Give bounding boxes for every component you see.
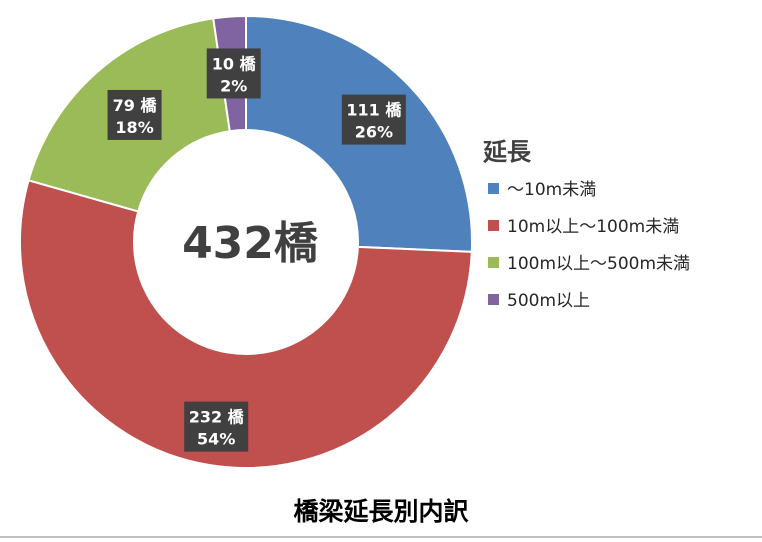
legend: 延長 ～10m未満 10m以上～100m未満 100m以上～500m未満 500m以上 <box>482 138 690 311</box>
data-label-percent: 2% <box>220 76 247 95</box>
data-label-3: 79 橋 18% <box>107 89 162 140</box>
legend-label-2: 10m以上～100m未満 <box>507 217 679 237</box>
data-label-percent: 18% <box>115 118 153 137</box>
chart-title: 橋梁延長別内訳 <box>293 497 469 526</box>
data-label-count: 79 橋 <box>113 96 158 115</box>
data-label-1: 111 橋 26% <box>341 94 406 145</box>
data-label-box <box>184 401 249 452</box>
data-labels: 111 橋 26% 232 橋 54% 79 橋 18% 10 橋 2% <box>107 48 406 452</box>
legend-label-4: 500m以上 <box>507 291 590 311</box>
legend-label-3: 100m以上～500m未満 <box>507 254 690 274</box>
data-label-percent: 54% <box>197 430 235 449</box>
legend-swatch-2 <box>488 220 499 231</box>
data-label-2: 232 橋 54% <box>184 401 249 452</box>
data-label-count: 232 橋 <box>189 408 245 427</box>
bottom-divider <box>0 536 762 538</box>
legend-swatch-3 <box>488 257 499 268</box>
data-label-box <box>107 89 162 140</box>
legend-label-1: ～10m未満 <box>507 180 596 200</box>
donut-slice-2 <box>19 179 473 469</box>
legend-swatch-1 <box>488 183 499 194</box>
legend-title: 延長 <box>482 138 532 166</box>
data-label-box <box>341 94 406 145</box>
data-label-4: 10 橋 2% <box>206 48 261 99</box>
legend-swatch-4 <box>488 294 499 305</box>
data-label-count: 111 橋 <box>346 101 402 120</box>
data-label-count: 10 橋 <box>212 54 257 73</box>
center-total-label: 432橋 <box>182 218 318 269</box>
data-label-percent: 26% <box>355 123 393 142</box>
data-label-box <box>206 48 261 99</box>
